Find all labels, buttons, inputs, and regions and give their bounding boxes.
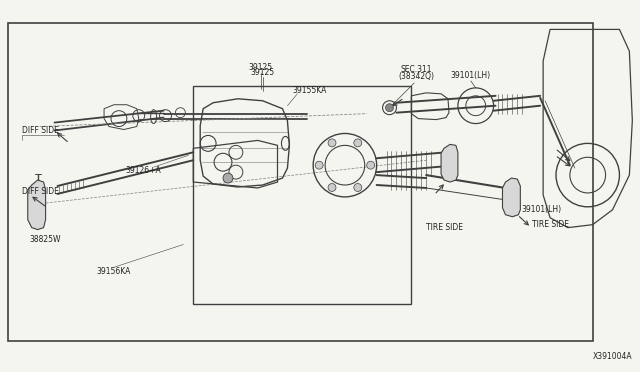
Polygon shape bbox=[28, 180, 45, 230]
Polygon shape bbox=[502, 178, 520, 217]
Text: 39101(LH): 39101(LH) bbox=[522, 205, 561, 214]
Text: 39126+A: 39126+A bbox=[126, 166, 161, 174]
Text: 39125: 39125 bbox=[248, 62, 273, 71]
Text: DIFF SIDE: DIFF SIDE bbox=[22, 187, 59, 196]
Circle shape bbox=[223, 173, 233, 183]
Circle shape bbox=[328, 139, 336, 147]
Bar bbox=[193, 86, 412, 304]
Text: DIFF SIDE: DIFF SIDE bbox=[22, 126, 59, 135]
Text: SEC.311: SEC.311 bbox=[401, 65, 432, 74]
Text: 39101(LH): 39101(LH) bbox=[451, 71, 491, 80]
Bar bbox=[8, 23, 593, 341]
Circle shape bbox=[367, 161, 374, 169]
Circle shape bbox=[354, 183, 362, 192]
Text: TIRE SIDE: TIRE SIDE bbox=[426, 223, 463, 232]
Text: X391004A: X391004A bbox=[593, 352, 632, 361]
Circle shape bbox=[354, 139, 362, 147]
Text: 39155KA: 39155KA bbox=[292, 86, 326, 95]
Circle shape bbox=[328, 183, 336, 192]
Text: 39156KA: 39156KA bbox=[97, 267, 131, 276]
Text: 38825W: 38825W bbox=[29, 235, 61, 244]
Circle shape bbox=[315, 161, 323, 169]
Text: (38342Q): (38342Q) bbox=[398, 73, 435, 81]
Text: 39125: 39125 bbox=[251, 68, 275, 77]
Polygon shape bbox=[441, 144, 458, 182]
Circle shape bbox=[385, 104, 394, 112]
Text: TIRE SIDE: TIRE SIDE bbox=[532, 220, 569, 229]
